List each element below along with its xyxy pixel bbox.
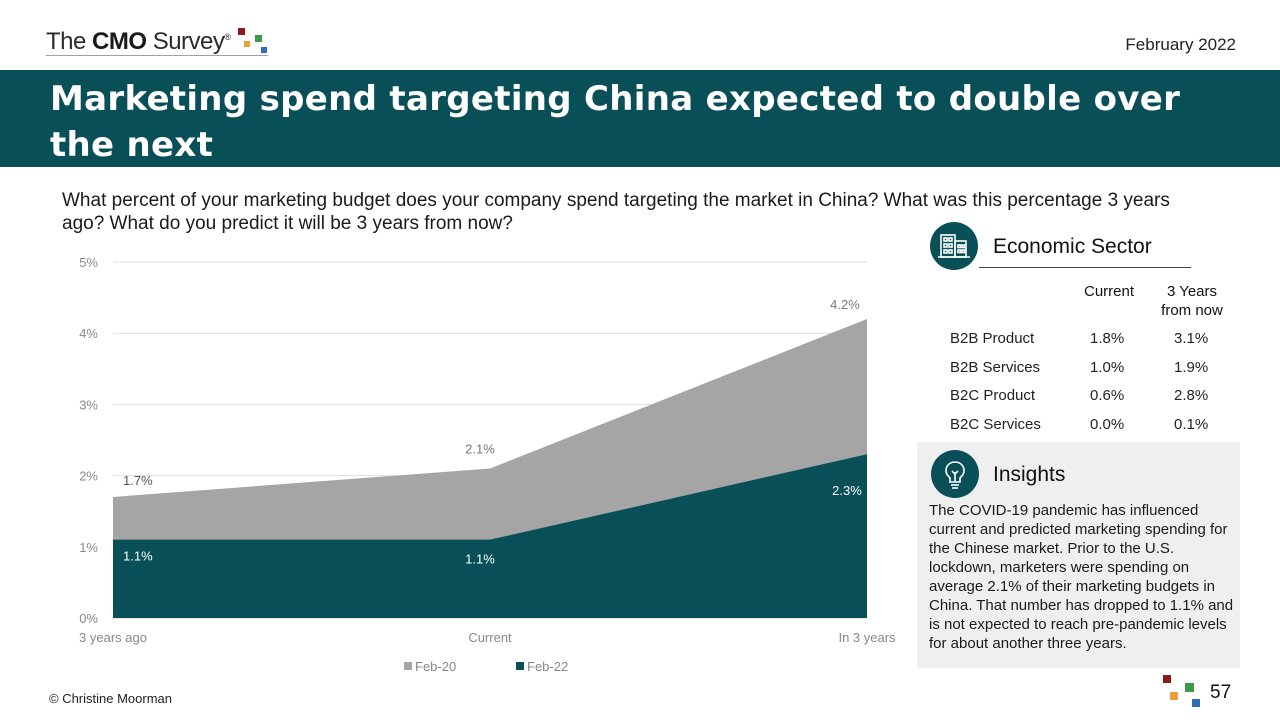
legend-label-feb-20: Feb-20 (415, 659, 456, 674)
x-tick-label: 3 years ago (79, 630, 147, 645)
col-header-current: Current (1083, 283, 1135, 300)
data-label-feb22: 1.1% (465, 552, 495, 567)
lightbulb-icon (931, 450, 979, 498)
logo-brand: CMO (92, 28, 147, 55)
row-future: 0.1% (1174, 416, 1209, 433)
row-future: 2.8% (1174, 387, 1209, 404)
survey-question: What percent of your marketing budget do… (62, 190, 1170, 234)
economic-sector-title: Economic Sector (993, 235, 1152, 258)
logo-square-green (255, 35, 262, 42)
page-number: 57 (1210, 682, 1232, 703)
x-tick-label: Current (468, 630, 512, 645)
chart-areas (113, 318, 867, 618)
footer-square-orange (1170, 692, 1178, 700)
cmo-survey-logo: The CMO Survey® (46, 28, 231, 56)
y-tick-label: 2% (79, 469, 98, 484)
footer-square-green (1185, 683, 1194, 692)
legend-label-feb-22: Feb-22 (527, 659, 568, 674)
table-row: B2C Product 0.6% 2.8% (950, 387, 1240, 409)
data-label-feb20: 4.2% (830, 297, 860, 312)
area-chart: 0% 1% 2% 3% 4% 5% 3 years ago Current In 3 years… (79, 255, 896, 674)
row-current: 0.0% (1090, 416, 1125, 433)
y-tick-label: 5% (79, 255, 98, 270)
row-current: 1.0% (1090, 359, 1125, 376)
area-feb-22 (113, 454, 867, 618)
building-icon (930, 222, 978, 270)
row-label: B2C Product (950, 387, 1036, 404)
logo-square-orange (244, 41, 250, 47)
y-tick-label: 4% (79, 326, 98, 341)
footer-square-red (1163, 675, 1171, 683)
row-future: 1.9% (1174, 359, 1209, 376)
col-header-3-years: 3 Years from now (1154, 282, 1230, 320)
logo-prefix: The (46, 28, 93, 55)
insights-panel: Insights The COVID-19 pandemic has influ… (917, 442, 1240, 668)
y-tick-label: 3% (79, 397, 98, 412)
y-tick-label: 1% (79, 540, 98, 555)
x-tick-label: In 3 years (838, 630, 896, 645)
slide-title-line2: three years, but nowhere near pre-pandem… (50, 171, 1157, 211)
logo-registered: ® (224, 32, 231, 42)
insights-title: Insights (993, 463, 1066, 486)
row-future: 3.1% (1174, 330, 1209, 347)
logo-square-red (238, 28, 245, 35)
row-current: 0.6% (1090, 387, 1125, 404)
col-header-3-years-line2: from now (1161, 302, 1223, 319)
logo-underline (46, 55, 268, 56)
table-row: B2B Product 1.8% 3.1% (950, 330, 1240, 352)
logo-square-blue (261, 47, 267, 53)
slide-title-line1: Marketing spend targeting China expected… (50, 79, 1181, 165)
row-label: B2C Services (950, 416, 1041, 433)
row-label: B2B Product (950, 330, 1035, 347)
title-banner: Marketing spend targeting China expected… (0, 70, 1280, 211)
row-current: 1.8% (1090, 330, 1125, 347)
insights-text: The COVID-19 pandemic has influenced cur… (929, 502, 1234, 652)
chart-legend: Feb-20 Feb-22 (404, 659, 568, 674)
copyright: © Christine Moorman (49, 691, 173, 706)
data-label-feb20: 2.1% (465, 441, 495, 456)
slide-title: Marketing spend targeting China expected… (50, 76, 1250, 214)
data-label-feb22: 1.1% (123, 549, 153, 564)
table-row: B2C Services 0.0% 0.1% (950, 416, 1240, 438)
table-row: B2B Services 1.0% 1.9% (950, 359, 1240, 381)
chart-axis-ticks: 0% 1% 2% 3% 4% 5% 3 years ago Current In 3 years (79, 255, 896, 645)
y-tick-label: 0% (79, 611, 98, 626)
row-label: B2B Services (950, 359, 1041, 376)
data-label-feb20: 1.7% (123, 473, 153, 488)
data-label-feb22: 2.3% (832, 483, 862, 498)
footer-square-blue (1192, 699, 1200, 707)
legend-swatch-feb-22 (516, 662, 524, 670)
chart-data-labels: 1.7% 2.1% 4.2% 1.1% 1.1% 2.3% (123, 297, 862, 567)
col-header-3-years-line1: 3 Years (1166, 283, 1218, 300)
legend-swatch-feb-20 (404, 662, 412, 670)
sector-title-underline (979, 267, 1191, 268)
logo-suffix: Survey (146, 28, 225, 55)
report-date: February 2022 (1125, 35, 1236, 54)
